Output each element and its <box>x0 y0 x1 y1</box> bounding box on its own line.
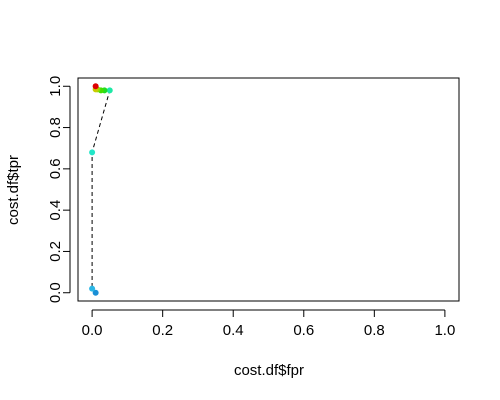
data-point <box>92 83 99 90</box>
y-tick-label: 0.4 <box>47 200 64 221</box>
data-point <box>89 149 96 156</box>
data-point <box>89 285 96 292</box>
x-tick-label: 0.8 <box>364 322 385 339</box>
x-tick-label: 0.2 <box>152 322 173 339</box>
x-tick-label: 0.0 <box>82 322 103 339</box>
data-point <box>106 87 113 94</box>
y-ticks: 0.0 0.2 0.4 0.6 0.8 1.0 <box>47 76 70 303</box>
x-tick-label: 0.4 <box>223 322 244 339</box>
y-tick-label: 0.0 <box>47 282 64 303</box>
y-tick-label: 1.0 <box>47 76 64 97</box>
x-tick-label: 1.0 <box>434 322 455 339</box>
plot-frame <box>77 77 460 302</box>
y-axis-title: cost.df$tpr <box>5 155 22 225</box>
y-tick-label: 0.8 <box>47 117 64 138</box>
data-points <box>89 83 113 296</box>
data-point <box>92 289 99 296</box>
connecting-dashed-line <box>91 86 111 294</box>
x-axis-title: cost.df$fpr <box>234 362 304 379</box>
x-ticks: 0.0 0.2 0.4 0.6 0.8 1.0 <box>82 310 455 339</box>
x-tick-label: 0.6 <box>293 322 314 339</box>
y-tick-label: 0.2 <box>47 241 64 262</box>
y-tick-label: 0.6 <box>47 158 64 179</box>
